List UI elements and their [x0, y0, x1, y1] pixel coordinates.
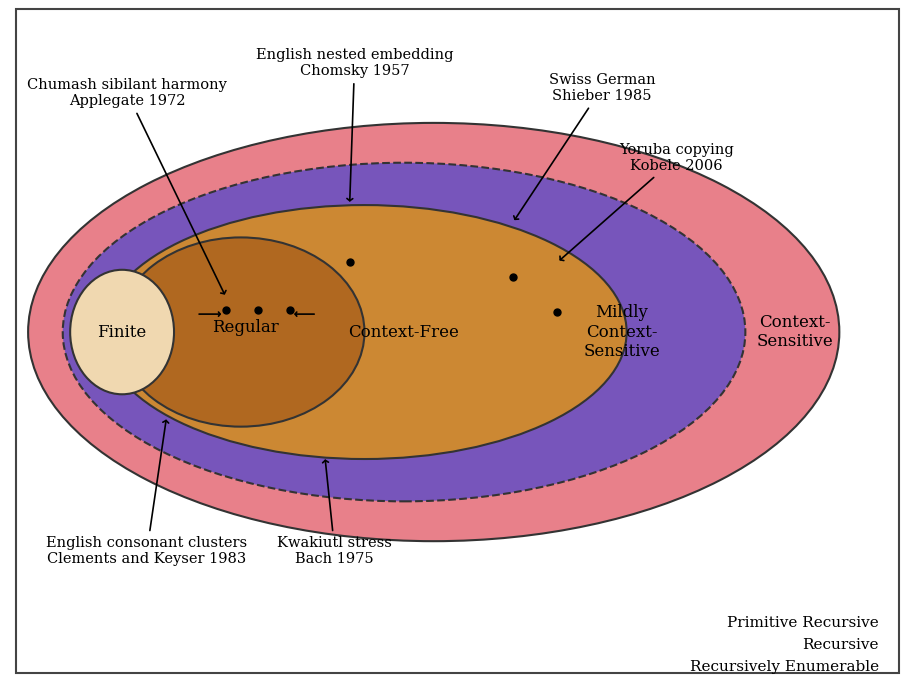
Text: English nested embedding
Chomsky 1957: English nested embedding Chomsky 1957	[256, 48, 453, 201]
Text: Swiss German
Shieber 1985: Swiss German Shieber 1985	[514, 73, 656, 220]
Text: Chumash sibilant harmony
Applegate 1972: Chumash sibilant harmony Applegate 1972	[27, 78, 227, 294]
Text: English consonant clusters
Clements and Keyser 1983: English consonant clusters Clements and …	[46, 421, 247, 566]
Ellipse shape	[70, 270, 174, 394]
Text: Recursive: Recursive	[803, 638, 879, 652]
Text: Context-
Sensitive: Context- Sensitive	[756, 314, 834, 351]
Text: Kwakiutl stress
Bach 1975: Kwakiutl stress Bach 1975	[277, 460, 392, 566]
Text: Primitive Recursive: Primitive Recursive	[727, 616, 879, 630]
Text: Finite: Finite	[97, 323, 147, 340]
Text: Yoruba copying
Kobele 2006: Yoruba copying Kobele 2006	[560, 143, 734, 261]
Text: Context-Free: Context-Free	[349, 323, 459, 340]
Ellipse shape	[103, 205, 627, 459]
Ellipse shape	[28, 123, 839, 542]
FancyBboxPatch shape	[16, 10, 899, 672]
Ellipse shape	[63, 163, 745, 501]
Text: Recursively Enumerable: Recursively Enumerable	[690, 659, 879, 674]
Text: Regular: Regular	[212, 318, 279, 336]
Ellipse shape	[117, 237, 364, 427]
Text: Mildly
Context-
Sensitive: Mildly Context- Sensitive	[583, 304, 660, 360]
